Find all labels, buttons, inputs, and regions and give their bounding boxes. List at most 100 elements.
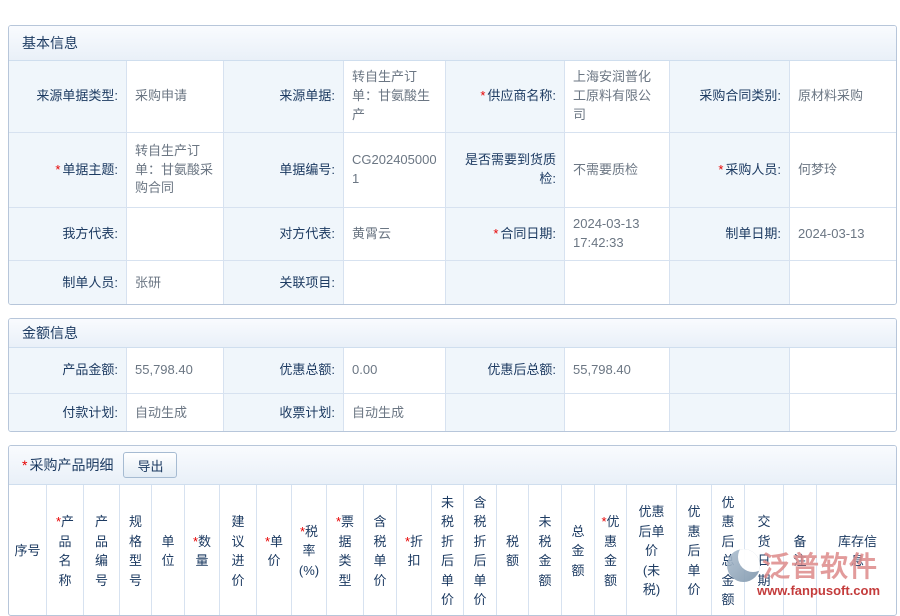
required-marker: * [718, 161, 724, 177]
field-value: CG2024050001 [343, 133, 445, 207]
column-header-text: *优惠金额 [600, 512, 621, 590]
field-label: 关联项目: [223, 261, 343, 304]
field-value [564, 394, 669, 431]
label-text: 供应商名称: [487, 88, 556, 104]
column-header-text: *折扣 [404, 532, 425, 571]
field-label: 单据编号: [223, 133, 343, 207]
column-header-text: *单价 [264, 532, 285, 571]
column-header: *票据类型 [326, 485, 363, 615]
field-value: 0.00 [343, 348, 445, 393]
column-header: *优惠金额 [594, 485, 626, 615]
column-header-text: *产品名称 [55, 512, 76, 590]
label-text: 优惠后总额: [487, 362, 556, 378]
export-button[interactable]: 导出 [123, 452, 178, 478]
column-header: *折扣 [396, 485, 431, 615]
label-text: 来源单据类型: [36, 88, 118, 104]
field-value: 采购申请 [126, 61, 223, 132]
column-header-text: 备注 [790, 532, 811, 571]
header-label: 产品名称 [58, 514, 75, 588]
value-text: 0.00 [352, 362, 378, 378]
required-marker: * [299, 523, 306, 539]
form-row: 制单人员: 张研 关联项目: [9, 260, 896, 304]
header-label: 优惠后单价 [687, 504, 701, 598]
value-text: 不需要质检 [573, 161, 639, 177]
value-text: 2024-03-13 17:42:33 [573, 216, 640, 250]
form-row: 来源单据类型: 采购申请 来源单据: 转自生产订单：甘氨酸生产 * 供应商名称: … [9, 61, 896, 132]
value-text: 黄霄云 [352, 225, 392, 241]
column-header-text: 库存信息 [834, 532, 882, 571]
field-value: 2024-03-13 [789, 208, 896, 260]
column-header: 单位 [151, 485, 184, 615]
column-header: 序号 [9, 485, 46, 615]
form-row: 产品金额: 55,798.40 优惠总额: 0.00 优惠后总额: 55,798… [9, 348, 896, 393]
basic-info-title-bar: 基本信息 [9, 26, 896, 61]
field-label: 采购合同类别: [669, 61, 789, 132]
column-header-text: 单位 [158, 532, 179, 571]
basic-info-panel: 基本信息 来源单据类型: 采购申请 来源单据: 转自生产订单：甘氨酸生产 * 供应… [8, 25, 897, 305]
field-label [669, 348, 789, 393]
header-label: 单位 [161, 533, 175, 569]
column-header: 备注 [783, 485, 816, 615]
column-header: 含税折后单价 [463, 485, 496, 615]
column-header: 建议进价 [219, 485, 256, 615]
field-value: 上海安润普化工原料有限公司 [564, 61, 669, 132]
header-label: 未税金额 [538, 514, 552, 588]
column-header-text: 未税金额 [535, 512, 556, 590]
form-row: * 单据主题: 转自生产订单：甘氨酸采购合同 单据编号: CG2024050001… [9, 132, 896, 207]
value-text: 上海安润普化工原料有限公司 [573, 69, 652, 122]
product-detail-panel: * 采购产品明细 导出 序号 *产品名称 产品编号 规格型号 单位 *数量 建议… [8, 445, 897, 616]
field-label: * 合同日期: [445, 208, 564, 260]
field-label: 收票计划: [223, 394, 343, 431]
watermark-brand-text: 泛普软件 [762, 551, 879, 582]
field-label [669, 394, 789, 431]
label-text: 收票计划: [279, 404, 335, 420]
amount-info-title-bar: 金额信息 [9, 319, 896, 348]
required-marker: * [264, 533, 271, 549]
field-value [126, 208, 223, 260]
column-header: 含税单价 [363, 485, 396, 615]
field-value: 原材料采购 [789, 61, 896, 132]
header-label: 单价 [267, 533, 284, 569]
label-text: 采购人员: [725, 161, 781, 177]
header-label: 优惠金额 [603, 514, 620, 588]
header-label: 优惠后单价(未税) [638, 504, 665, 598]
column-header-text: 优惠后单价(未税) [637, 502, 667, 600]
column-header-text: 含税折后单价 [470, 493, 491, 610]
field-label: 我方代表: [9, 208, 126, 260]
column-header: 税额 [496, 485, 528, 615]
label-text: 合同日期: [500, 225, 556, 241]
required-marker: * [601, 514, 607, 529]
value-text: 何梦玲 [798, 161, 838, 177]
required-marker: * [493, 225, 499, 241]
value-text: 张研 [135, 274, 162, 290]
header-label: 总金额 [571, 523, 585, 578]
field-value: 自动生成 [343, 394, 445, 431]
column-header-text: 总金额 [568, 522, 589, 581]
section-title: 基本信息 [22, 35, 78, 51]
column-header: 未税金额 [528, 485, 561, 615]
field-value: 转自生产订单：甘氨酸采购合同 [126, 133, 223, 207]
header-label: 建议进价 [231, 514, 245, 588]
field-value [789, 348, 896, 393]
field-label: * 供应商名称: [445, 61, 564, 132]
form-row: 付款计划: 自动生成 收票计划: 自动生成 [9, 393, 896, 431]
header-label: 库存信息 [837, 533, 877, 569]
field-label [669, 261, 789, 304]
value-text: 自动生成 [135, 404, 188, 420]
field-value [343, 261, 445, 304]
column-header: 优惠后单价(未税) [626, 485, 676, 615]
column-header-text: 交货日期 [754, 512, 775, 590]
label-text: 对方代表: [279, 225, 335, 241]
value-text: 原材料采购 [798, 88, 864, 104]
field-label: 来源单据类型: [9, 61, 126, 132]
field-value: 何梦玲 [789, 133, 896, 207]
required-marker: * [404, 533, 411, 549]
column-header: 优惠后单价 [676, 485, 711, 615]
value-text: 2024-03-13 [798, 225, 865, 241]
column-header-text: 产品编号 [91, 512, 112, 590]
column-header: *产品名称 [46, 485, 83, 615]
column-header-text: 优惠后单价 [684, 502, 705, 600]
label-text: 付款计划: [62, 404, 118, 420]
header-label: 税率(%) [298, 523, 320, 578]
field-label: * 采购人员: [669, 133, 789, 207]
